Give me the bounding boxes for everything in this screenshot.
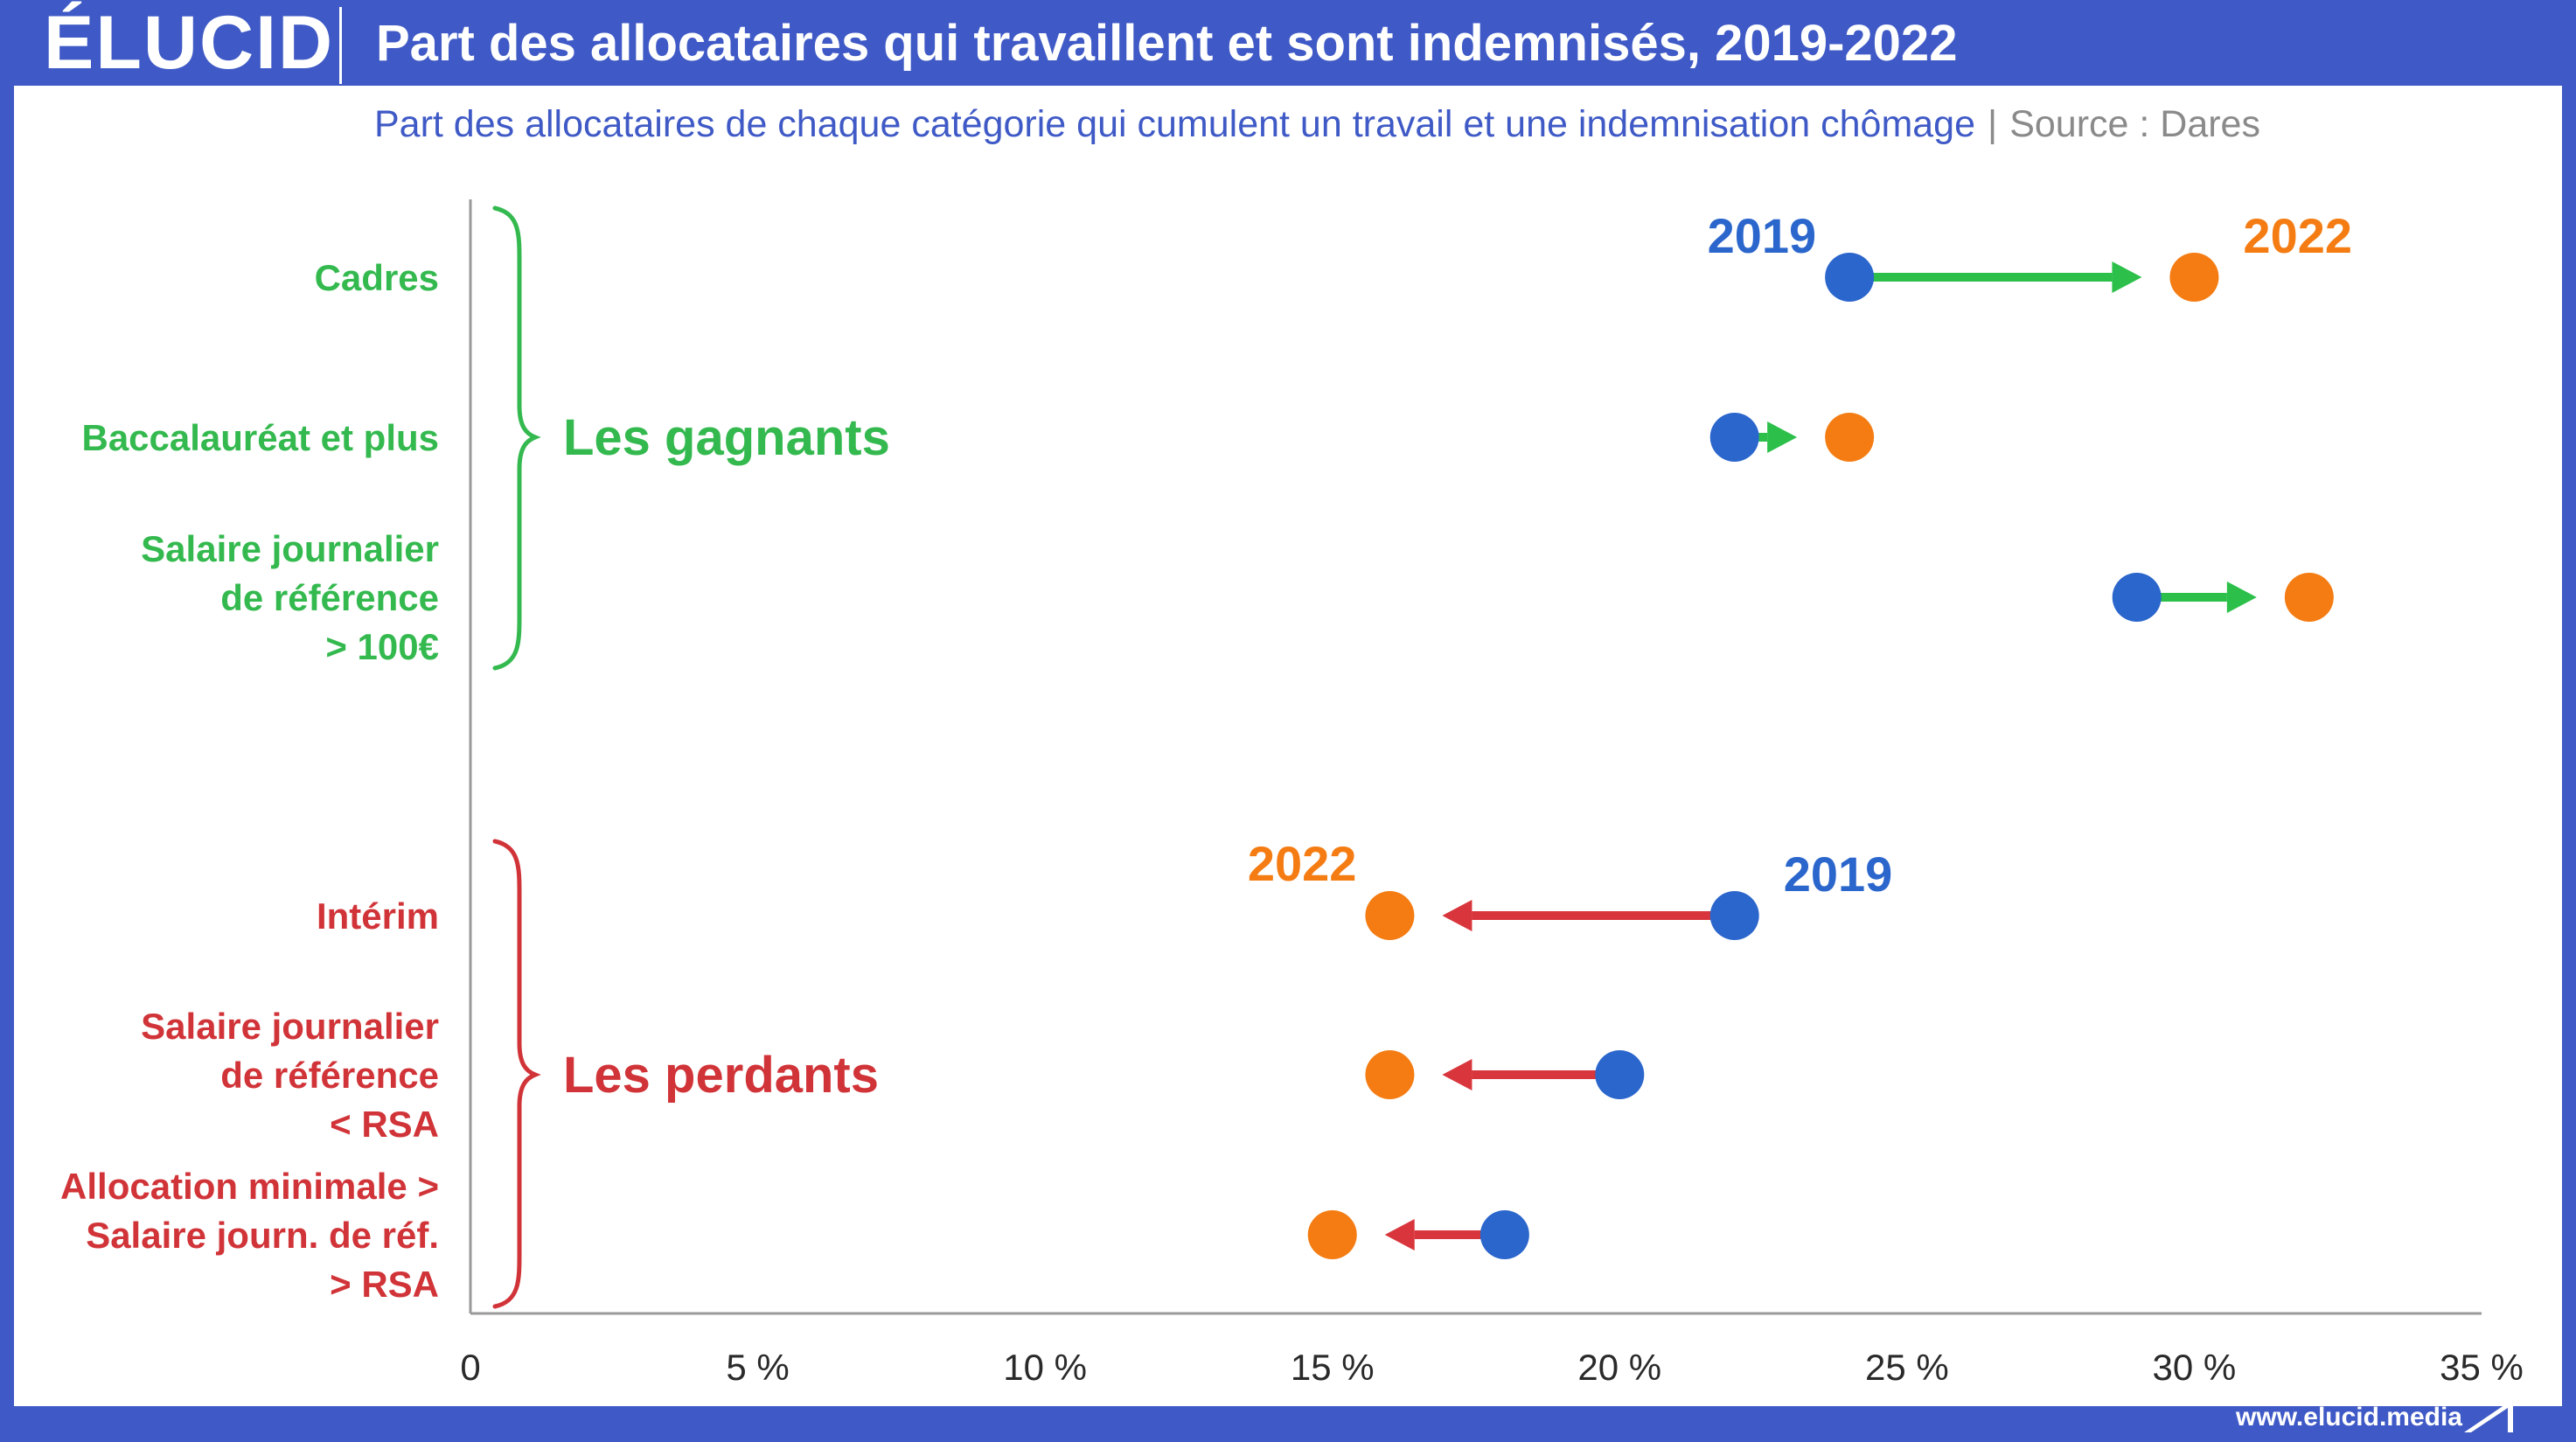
x-tick-label: 30 % bbox=[2153, 1347, 2237, 1388]
header: ÉLUCID Part des allocataires qui travail… bbox=[0, 0, 2576, 86]
change-arrow-head bbox=[1442, 900, 1472, 931]
group-label-gain: Les gagnants bbox=[563, 409, 890, 466]
category-label: Salaire journalier bbox=[141, 1006, 439, 1047]
chart-panel bbox=[14, 86, 2562, 1406]
category-label: > RSA bbox=[330, 1264, 439, 1305]
dot-2022 bbox=[1825, 413, 1875, 462]
series-annotation-2022: 2022 bbox=[2243, 208, 2352, 263]
elucid-mark-icon bbox=[2464, 1399, 2513, 1432]
category-label: Allocation minimale > bbox=[60, 1166, 439, 1207]
chart-title: Part des allocataires qui travaillent et… bbox=[376, 15, 1958, 72]
group-brace-loss bbox=[492, 839, 541, 1309]
change-arrow-head bbox=[1767, 421, 1798, 453]
group-brace-gain bbox=[492, 206, 541, 671]
chart-subtitle: Part des allocataires de chaque catégori… bbox=[374, 103, 2525, 146]
x-tick-label: 35 % bbox=[2440, 1347, 2524, 1388]
x-tick-label: 25 % bbox=[1865, 1347, 1949, 1388]
source-label: Source : Dares bbox=[2009, 103, 2260, 145]
x-tick-label: 10 % bbox=[1003, 1347, 1087, 1388]
category-label: de référence bbox=[220, 1055, 439, 1096]
subtitle-text: Part des allocataires de chaque catégori… bbox=[374, 103, 1976, 145]
dot-2019 bbox=[2112, 573, 2162, 622]
category-label: Cadres bbox=[315, 257, 439, 298]
category-label: Salaire journ. de réf. bbox=[86, 1215, 439, 1256]
dot-2022 bbox=[1365, 891, 1415, 940]
dot-2022 bbox=[2169, 253, 2219, 302]
x-tick-label: 15 % bbox=[1291, 1347, 1375, 1388]
subtitle-separator: | bbox=[1988, 103, 1998, 145]
x-tick-label: 0 bbox=[460, 1347, 480, 1388]
group-label-loss: Les perdants bbox=[563, 1047, 879, 1104]
category-label: Intérim bbox=[317, 895, 439, 937]
dot-2022 bbox=[1365, 1050, 1415, 1099]
change-arrow-head bbox=[2112, 261, 2142, 293]
elucid-logo[interactable]: ÉLUCID bbox=[44, 1, 335, 85]
dot-2022 bbox=[1307, 1210, 1357, 1259]
series-annotation-2019: 2019 bbox=[1784, 846, 1893, 902]
change-arrow-head bbox=[2226, 582, 2257, 613]
category-label: Baccalauréat et plus bbox=[81, 417, 439, 458]
x-tick-label: 20 % bbox=[1577, 1347, 1661, 1388]
dot-2019 bbox=[1479, 1210, 1529, 1259]
category-label: Salaire journalier bbox=[141, 528, 439, 569]
change-arrow-head bbox=[1384, 1219, 1415, 1250]
dot-2019 bbox=[1709, 413, 1759, 462]
category-label: > 100€ bbox=[325, 626, 439, 667]
series-annotation-2019: 2019 bbox=[1708, 208, 1817, 263]
series-annotation-2022: 2022 bbox=[1248, 836, 1357, 891]
category-label: de référence bbox=[220, 577, 439, 618]
dot-2019 bbox=[1595, 1050, 1645, 1099]
dot-2019 bbox=[1825, 253, 1875, 302]
footer-url[interactable]: www.elucid.media bbox=[2236, 1403, 2462, 1432]
dot-2019 bbox=[1709, 891, 1759, 940]
change-arrow-head bbox=[1442, 1059, 1472, 1090]
category-label: < RSA bbox=[330, 1104, 439, 1145]
header-separator bbox=[339, 7, 342, 84]
dot-2022 bbox=[2284, 573, 2334, 622]
x-tick-label: 5 % bbox=[726, 1347, 789, 1388]
